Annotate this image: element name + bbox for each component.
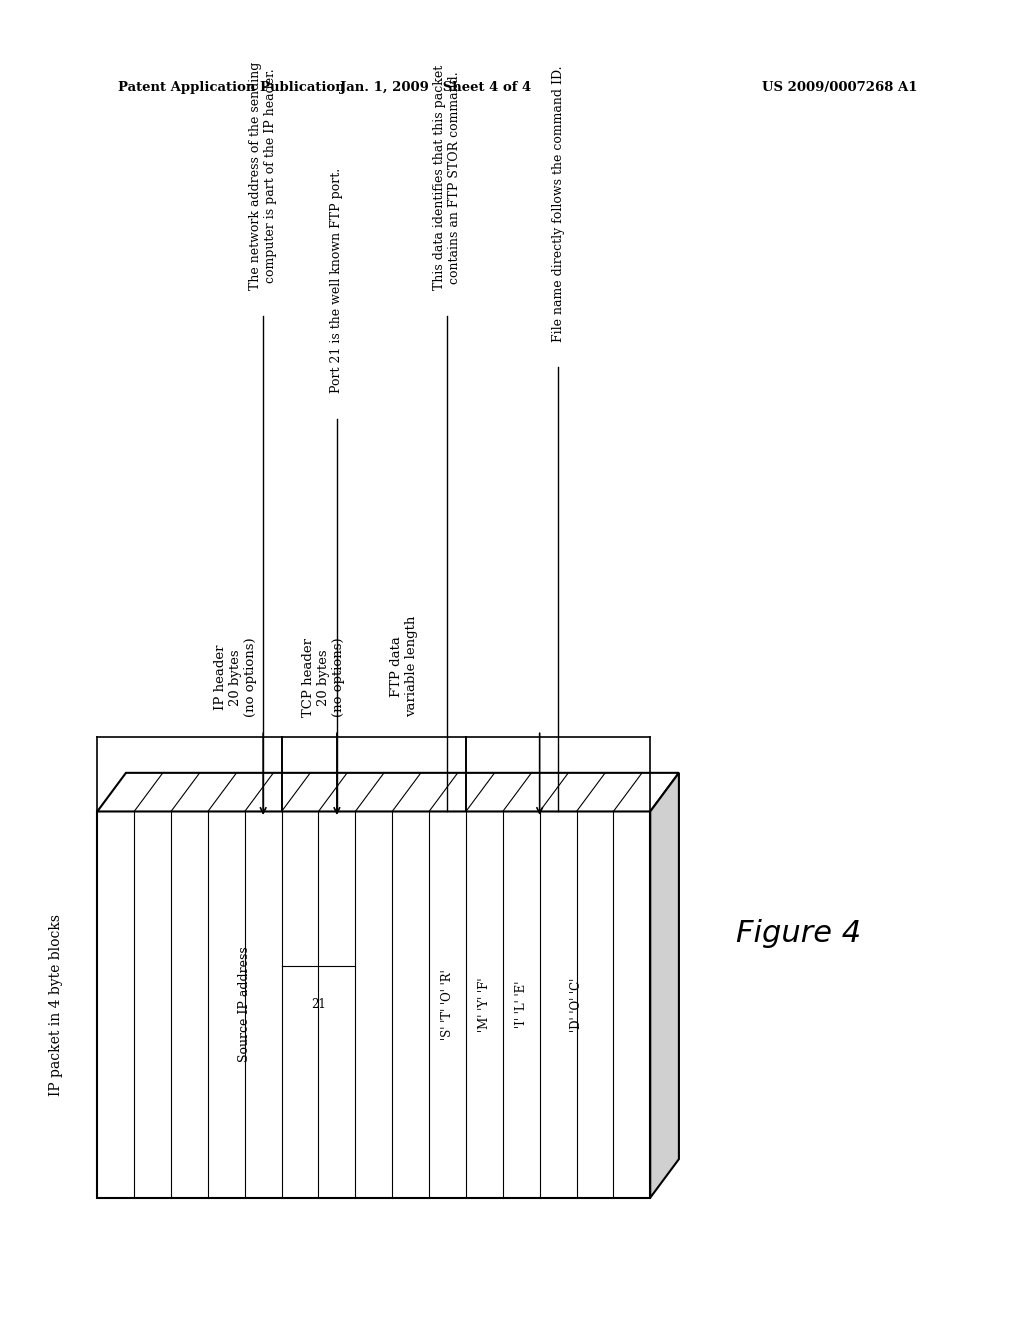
Text: Figure 4: Figure 4 — [736, 919, 861, 948]
Text: 'I' 'L' 'E': 'I' 'L' 'E' — [515, 981, 527, 1028]
Text: IP packet in 4 byte blocks: IP packet in 4 byte blocks — [49, 913, 63, 1096]
Polygon shape — [97, 812, 650, 1197]
Polygon shape — [97, 772, 679, 812]
Text: 'S' 'T' 'O' 'R': 'S' 'T' 'O' 'R' — [441, 969, 454, 1040]
Text: Jan. 1, 2009   Sheet 4 of 4: Jan. 1, 2009 Sheet 4 of 4 — [340, 82, 530, 95]
Text: IP header
20 bytes
(no options): IP header 20 bytes (no options) — [214, 638, 257, 718]
Text: Port 21 is the well known FTP port.: Port 21 is the well known FTP port. — [331, 168, 343, 393]
Text: US 2009/0007268 A1: US 2009/0007268 A1 — [762, 82, 918, 95]
Text: File name directly follows the command ID.: File name directly follows the command I… — [552, 65, 564, 342]
Text: FTP data
variable length: FTP data variable length — [390, 616, 418, 718]
Text: TCP header
20 bytes
(no options): TCP header 20 bytes (no options) — [302, 638, 345, 718]
Text: The network address of the sending
computer is part of the IP header.: The network address of the sending compu… — [249, 62, 278, 290]
Text: 'D' 'O' 'C': 'D' 'O' 'C' — [570, 977, 583, 1032]
Text: Patent Application Publication: Patent Application Publication — [118, 82, 344, 95]
Text: Source IP address: Source IP address — [239, 946, 251, 1063]
Polygon shape — [650, 772, 679, 1197]
Text: This data identifies that this packet
contains an FTP STOR command.: This data identifies that this packet co… — [433, 65, 462, 290]
Text: 'M' 'Y' 'F': 'M' 'Y' 'F' — [478, 977, 490, 1032]
Text: 21: 21 — [311, 998, 326, 1011]
